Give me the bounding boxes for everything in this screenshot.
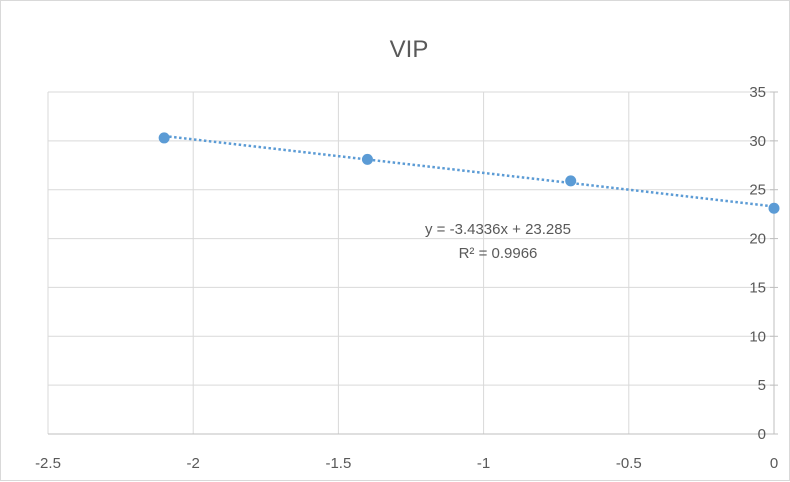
data-point [361,153,373,165]
data-point [768,202,780,214]
tick-labels: -2.5 -2 -1.5 -1 -0.5 00 5 10 15 20 25 30 35 [35,84,778,472]
x-tick-label: -2 [187,455,200,472]
y-tick-label: 10 [749,328,766,345]
trendline-layer [164,134,775,208]
x-tick-label: -0.5 [616,455,642,472]
x-tick-label: -1 [477,455,490,472]
y-tick-label: 5 [758,377,766,394]
y-tick-label: 35 [749,84,766,101]
chart-title: VIP [390,36,429,63]
y-tick-label: 15 [749,279,766,296]
trendline-equation: y = -3.4336x + 23.285 [425,221,571,238]
data-point [565,175,577,187]
data-points [158,132,780,214]
y-tick-label: 30 [749,133,766,150]
x-tick-label: -1.5 [325,455,351,472]
gridlines [47,91,778,435]
y-tick-label: 25 [749,182,766,199]
y-tick-label: 20 [749,231,766,248]
x-tick-label: -2.5 [35,455,61,472]
trendline-r-squared: R² = 0.9966 [459,245,538,262]
data-point [158,132,170,144]
trendline [164,134,775,208]
x-tick-label: 0 [770,455,778,472]
y-tick-label: 0 [758,426,766,443]
